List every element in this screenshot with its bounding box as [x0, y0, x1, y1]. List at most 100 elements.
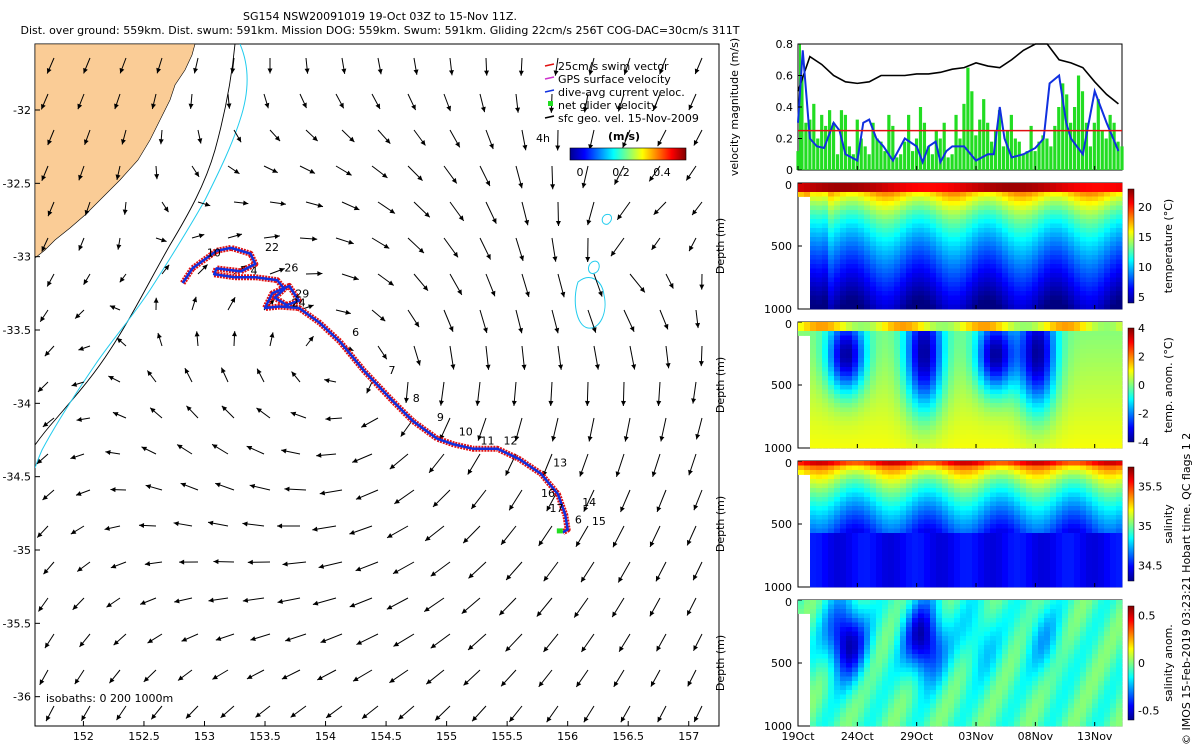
section-cell — [894, 205, 901, 211]
section-cell — [972, 335, 979, 341]
section-cell — [1116, 268, 1123, 274]
velocity-arrowhead — [483, 327, 488, 334]
section-cell — [1104, 214, 1111, 220]
section-cell — [1020, 201, 1027, 206]
velocity-arrowhead — [615, 471, 621, 477]
section-cell — [960, 228, 967, 233]
section-cell — [1110, 237, 1117, 242]
section-cell — [834, 255, 841, 260]
section-cell — [1062, 277, 1069, 283]
section-cell — [1032, 237, 1039, 242]
section-cell — [1116, 376, 1123, 381]
section-cell — [1014, 569, 1021, 574]
section-cell — [852, 573, 859, 579]
section-cell — [1074, 335, 1081, 341]
section-cell — [936, 264, 943, 269]
section-cell — [834, 264, 841, 269]
section-cell — [960, 569, 967, 574]
day-label-8: 8 — [413, 392, 420, 405]
section-cell — [996, 465, 1003, 471]
section-cell — [1092, 282, 1099, 287]
section-cell — [930, 273, 937, 278]
section-cell — [1014, 394, 1021, 399]
section-cell — [924, 219, 931, 224]
section-cell — [906, 362, 913, 368]
section-cell — [828, 340, 835, 345]
section-cell — [1008, 241, 1015, 247]
velocity-arrowhead — [524, 219, 530, 226]
section-cell — [1068, 237, 1075, 242]
section-cell — [900, 255, 907, 260]
section-cell — [1056, 187, 1063, 193]
section-cell — [1086, 223, 1093, 229]
section-cell — [834, 358, 841, 363]
section-cell — [840, 255, 847, 260]
section-cell — [822, 295, 829, 301]
section-cell — [894, 425, 901, 431]
section-cell — [1080, 192, 1087, 197]
section-cell — [870, 537, 877, 543]
section-cell — [852, 403, 859, 408]
section-cell — [840, 430, 847, 435]
velocity-arrowhead — [116, 714, 122, 721]
section-cell — [912, 443, 919, 449]
section-cell — [882, 398, 889, 404]
section-cell — [1062, 403, 1069, 408]
section-cell — [948, 201, 955, 206]
section-cell — [912, 582, 919, 588]
velocity-arrowhead — [143, 676, 150, 682]
section-cell — [1044, 385, 1051, 390]
section-cell — [834, 389, 841, 395]
section-cell — [852, 264, 859, 269]
section-cell — [810, 555, 817, 561]
section-cell — [966, 398, 973, 404]
section-cell — [966, 564, 973, 570]
section-cell — [936, 398, 943, 404]
section-cell — [1050, 326, 1057, 332]
section-cell — [1008, 389, 1015, 395]
section-cell — [864, 416, 871, 422]
section-cell — [966, 192, 973, 197]
section-cell — [834, 533, 841, 538]
section-cell — [1068, 367, 1075, 372]
section-cell — [990, 255, 997, 260]
section-cell — [1008, 546, 1015, 552]
section-cell — [834, 295, 841, 301]
velocity-arrowhead — [377, 68, 383, 75]
section-cell — [1002, 510, 1009, 516]
section-cell — [966, 264, 973, 269]
section-cell — [888, 560, 895, 565]
section-cell — [846, 555, 853, 561]
section-cell — [840, 286, 847, 292]
velocity-arrowhead — [657, 716, 663, 723]
section-cell — [1092, 201, 1099, 206]
section-cell — [942, 519, 949, 525]
section-cell — [954, 394, 961, 399]
section-cell — [1008, 573, 1015, 579]
section-cell — [1092, 416, 1099, 422]
section-cell — [924, 183, 931, 188]
section-cell — [810, 524, 817, 529]
section-cell — [942, 344, 949, 350]
section-cell — [882, 546, 889, 552]
section-cell — [846, 497, 853, 502]
section-cell — [1116, 421, 1123, 426]
section-cell — [1050, 246, 1057, 251]
section-cell — [810, 551, 817, 556]
velocity-arrowhead — [509, 504, 514, 511]
section-cell — [1080, 407, 1087, 413]
section-cell — [1056, 210, 1063, 215]
section-cell — [840, 367, 847, 372]
section-cell — [1038, 483, 1045, 489]
section-cell — [1044, 322, 1051, 327]
section-cell — [882, 551, 889, 556]
section-cell — [942, 264, 949, 269]
section-cell — [1098, 430, 1105, 435]
section-cell — [858, 421, 865, 426]
section-cell — [846, 483, 853, 489]
section-cell — [1062, 268, 1069, 274]
velocity-arrowhead — [188, 103, 194, 109]
net-glider-bar — [1112, 122, 1116, 170]
section-cell — [942, 286, 949, 292]
isobath-legend-label: isobaths: 0 200 1000m — [46, 692, 173, 705]
